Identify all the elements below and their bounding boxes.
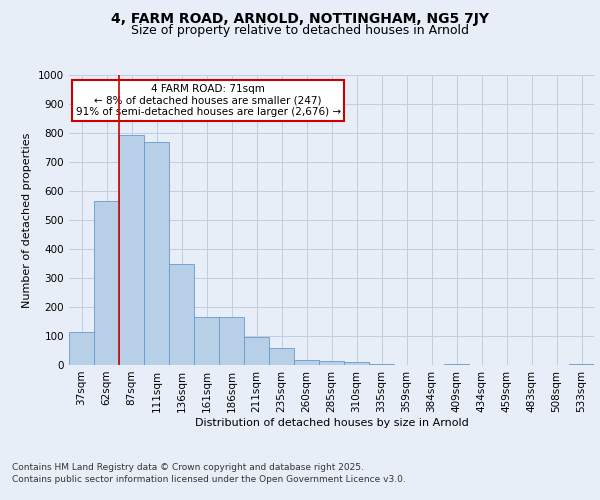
Bar <box>319 361 344 365</box>
Text: 4 FARM ROAD: 71sqm
← 8% of detached houses are smaller (247)
91% of semi-detache: 4 FARM ROAD: 71sqm ← 8% of detached hous… <box>76 84 341 117</box>
Text: Size of property relative to detached houses in Arnold: Size of property relative to detached ho… <box>131 24 469 37</box>
Text: Contains public sector information licensed under the Open Government Licence v3: Contains public sector information licen… <box>12 475 406 484</box>
Bar <box>69 332 94 365</box>
X-axis label: Distribution of detached houses by size in Arnold: Distribution of detached houses by size … <box>194 418 469 428</box>
Bar <box>444 364 469 365</box>
Bar <box>94 201 119 365</box>
Bar <box>194 317 219 365</box>
Bar <box>119 135 144 365</box>
Text: Contains HM Land Registry data © Crown copyright and database right 2025.: Contains HM Land Registry data © Crown c… <box>12 462 364 471</box>
Bar <box>169 264 194 365</box>
Text: 4, FARM ROAD, ARNOLD, NOTTINGHAM, NG5 7JY: 4, FARM ROAD, ARNOLD, NOTTINGHAM, NG5 7J… <box>111 12 489 26</box>
Bar <box>144 142 169 365</box>
Bar <box>569 364 594 365</box>
Bar <box>269 348 294 365</box>
Bar <box>344 362 369 365</box>
Bar <box>369 364 394 365</box>
Bar <box>294 360 319 365</box>
Bar <box>244 336 269 365</box>
Y-axis label: Number of detached properties: Number of detached properties <box>22 132 32 308</box>
Bar <box>219 317 244 365</box>
